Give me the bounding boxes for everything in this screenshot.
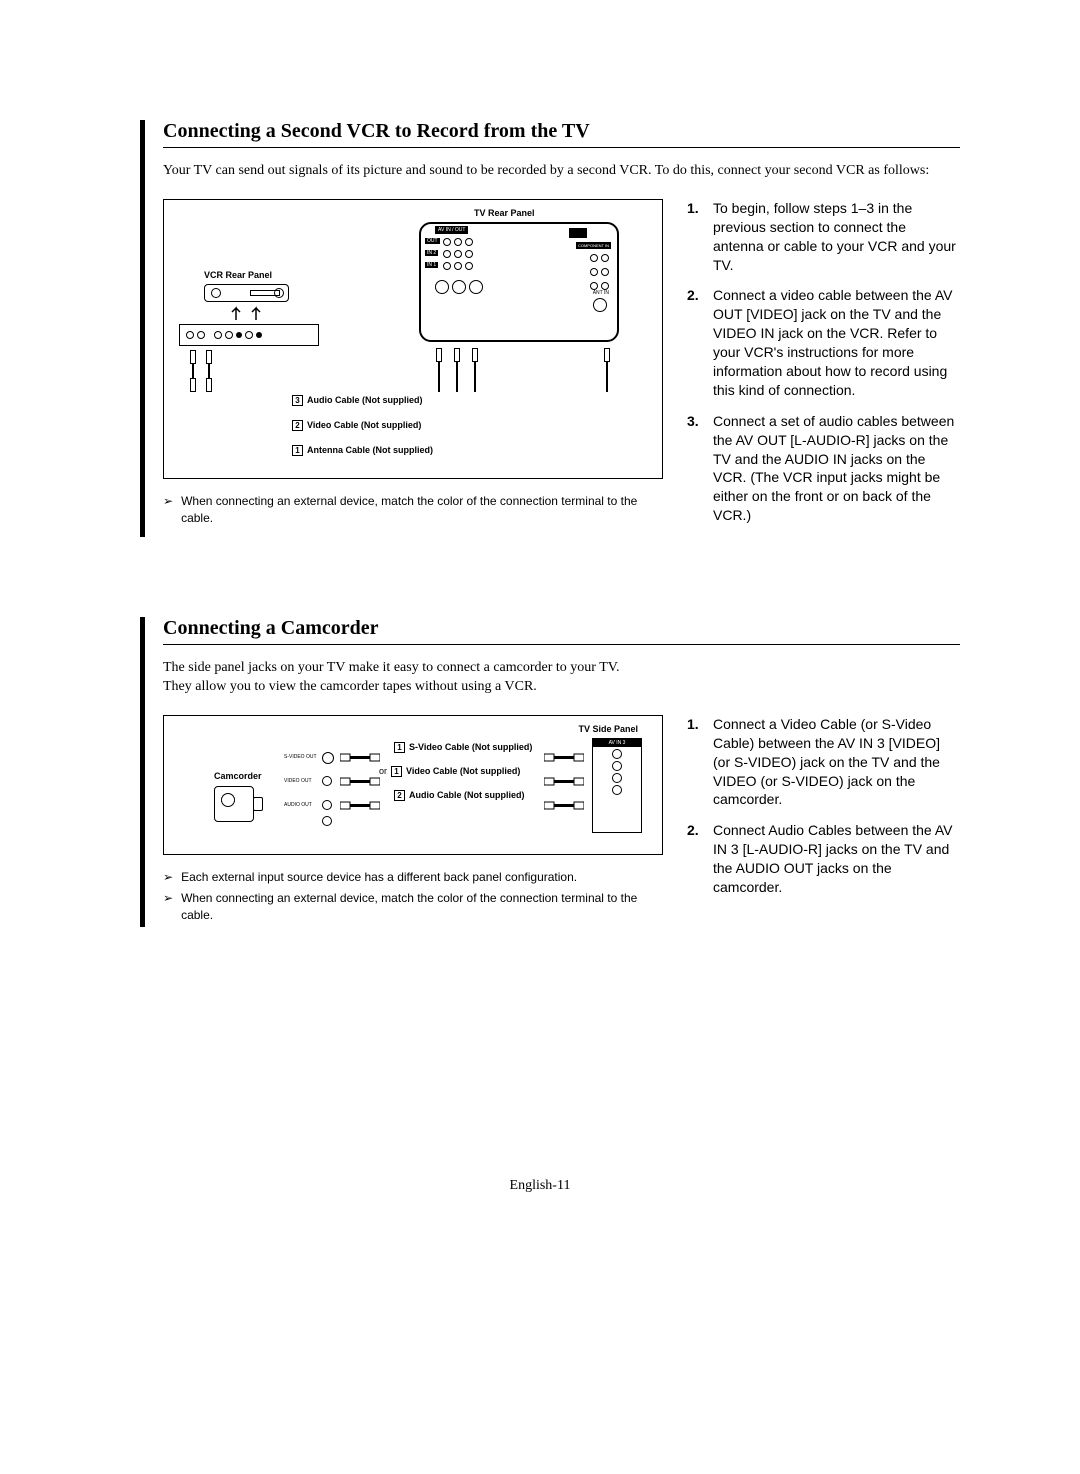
note-text: When connecting an external device, matc… (181, 493, 663, 527)
step-item: Connect a set of audio cables between th… (687, 412, 960, 525)
ant-in-port (593, 298, 607, 312)
section-header: Connecting a Second VCR to Record from t… (140, 120, 960, 537)
section-camcorder: Connecting a Camcorder The side panel ja… (140, 617, 960, 927)
vcr-back-strip (179, 324, 319, 346)
camcorder-icon (214, 786, 254, 822)
or-label: or 1Video Cable (Not supplied) (379, 766, 520, 777)
av-inout-label: AV IN / OUT (435, 226, 468, 234)
page-number: English-11 (0, 1178, 1080, 1194)
arrow-icon (224, 304, 274, 322)
vcr-connection-diagram: TV Rear Panel AV IN / OUT OUT IN 2 (163, 199, 663, 479)
tv-side-panel: AV IN 3 (592, 738, 642, 833)
steps-list: Connect a Video Cable (or S-Video Cable)… (687, 715, 960, 897)
note-arrow-icon: ➢ (163, 890, 173, 924)
section-intro: The side panel jacks on your TV make it … (163, 659, 960, 697)
step-item: Connect Audio Cables between the AV IN 3… (687, 821, 960, 897)
callout-antenna-cable: 1Antenna Cable (Not supplied) (292, 445, 433, 456)
callout-audio-cable: 3Audio Cable (Not supplied) (292, 395, 423, 406)
section-header: Connecting a Camcorder The side panel ja… (140, 617, 960, 927)
section-title: Connecting a Camcorder (163, 617, 960, 645)
hdmi-icon (569, 228, 587, 238)
step-item: To begin, follow steps 1–3 in the previo… (687, 199, 960, 275)
tv-side-label: TV Side Panel (578, 724, 638, 734)
section-title: Connecting a Second VCR to Record from t… (163, 120, 960, 148)
step-item: Connect a Video Cable (or S-Video Cable)… (687, 715, 960, 809)
steps-list: To begin, follow steps 1–3 in the previo… (687, 199, 960, 525)
section-accent-bar (140, 120, 145, 537)
note-text: Each external input source device has a … (181, 869, 577, 886)
step-item: Connect a video cable between the AV OUT… (687, 286, 960, 399)
tv-rear-label: TV Rear Panel (474, 208, 535, 218)
tv-rear-panel: AV IN / OUT OUT IN 2 IN 1 (419, 222, 619, 342)
note-arrow-icon: ➢ (163, 869, 173, 886)
vcr-rear-label: VCR Rear Panel (204, 270, 272, 280)
note-text: When connecting an external device, matc… (181, 890, 663, 924)
camcorder-label: Camcorder (214, 771, 262, 781)
section-accent-bar (140, 617, 145, 927)
callout-audio-cable: 2Audio Cable (Not supplied) (394, 790, 525, 801)
callout-svideo-cable: 1S-Video Cable (Not supplied) (394, 742, 532, 753)
note-arrow-icon: ➢ (163, 493, 173, 527)
diagram-notes: ➢ When connecting an external device, ma… (163, 493, 663, 527)
vcr-icon (204, 284, 289, 302)
section-vcr: Connecting a Second VCR to Record from t… (140, 120, 960, 537)
callout-video-cable: 2Video Cable (Not supplied) (292, 420, 421, 431)
diagram-notes: ➢ Each external input source device has … (163, 869, 663, 923)
camcorder-connection-diagram: TV Side Panel AV IN 3 Camcorder (163, 715, 663, 855)
section-intro: Your TV can send out signals of its pict… (163, 162, 960, 181)
